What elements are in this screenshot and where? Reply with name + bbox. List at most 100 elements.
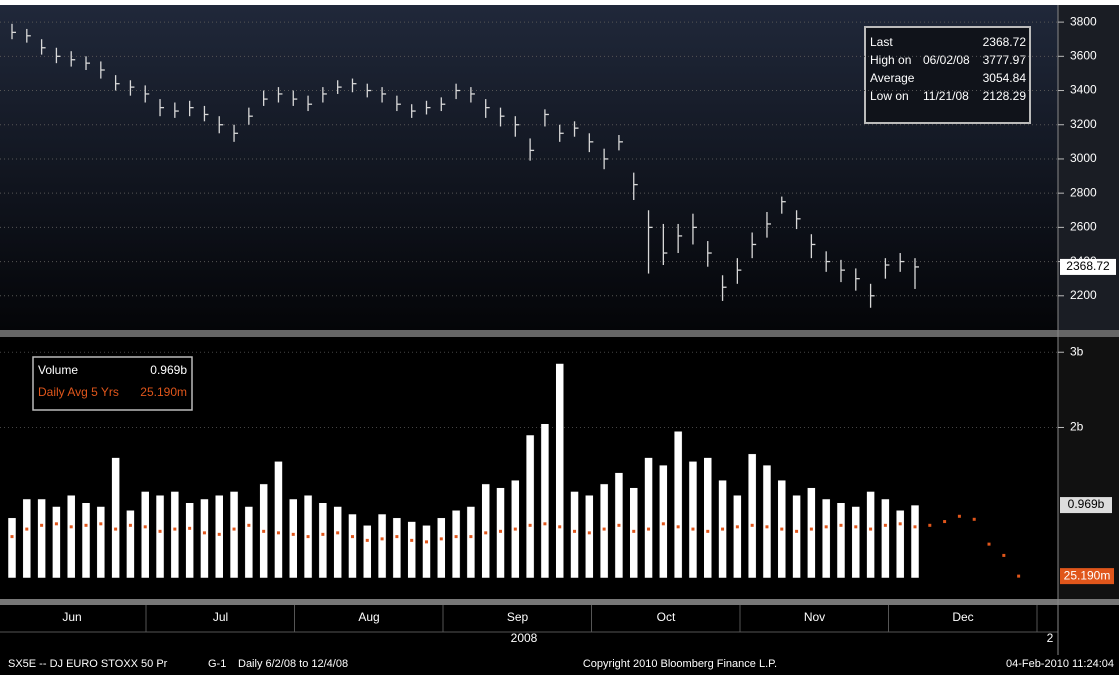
avg-dot [706, 529, 710, 533]
avg-dot [1002, 553, 1006, 557]
volume-bar [688, 461, 698, 579]
volume-bar [170, 491, 180, 579]
volume-bar [496, 487, 505, 579]
avg-dot [543, 522, 547, 526]
volume-bar [451, 510, 461, 579]
avg-dot [439, 537, 443, 541]
avg-dot [217, 532, 221, 536]
volume-bar [126, 510, 135, 579]
x-tick-label: Sep [507, 610, 529, 624]
last-volume-box [1060, 497, 1112, 514]
info-label: High on [870, 53, 911, 67]
volume-bar [762, 464, 772, 579]
avg-dot [54, 522, 58, 526]
volume-bar [185, 502, 194, 579]
volume-bar [540, 423, 550, 579]
avg-dot [780, 527, 784, 531]
avg-dot [276, 531, 280, 535]
avg-dot [291, 532, 295, 536]
avg-dot [232, 527, 236, 531]
avg-dot [676, 525, 680, 529]
footer-timestamp: 04-Feb-2010 11:24:04 [1006, 658, 1114, 670]
volume-bar [244, 506, 254, 579]
y-tick-label: 2b [1070, 420, 1084, 434]
avg-dot [750, 523, 754, 527]
avg-dot [114, 527, 118, 531]
volume-bar [659, 464, 668, 579]
avg-dot [987, 542, 991, 546]
volume-bar [792, 494, 801, 579]
volume-bar [437, 517, 446, 579]
volume-bar [318, 502, 328, 579]
volume-bar [96, 506, 106, 579]
volume-bar [200, 498, 209, 579]
avg-dot [957, 514, 961, 518]
avg-dot [306, 535, 310, 539]
volume-bar [333, 506, 342, 579]
avg-dot [587, 531, 591, 535]
volume-bar [807, 487, 816, 579]
footer-range: Daily 6/2/08 to 12/4/08 [238, 658, 348, 670]
avg-dot [25, 527, 29, 531]
volume-bar [22, 498, 32, 579]
last-avg-label: 25.190m [1064, 568, 1111, 582]
volume-bar [111, 457, 120, 579]
avg-dot [972, 517, 976, 521]
avg-dot [262, 529, 266, 533]
legend-value: 25.190m [140, 385, 187, 399]
avg-dot [484, 531, 488, 535]
volume-bar [910, 504, 920, 579]
avg-dot [528, 523, 532, 527]
last-volume-label: 0.969b [1068, 497, 1105, 511]
avg-dot [795, 529, 799, 533]
footer-gtype: G-1 [208, 658, 226, 670]
panel-divider [0, 330, 1119, 337]
avg-dot [188, 526, 192, 530]
volume-bar [673, 430, 683, 579]
year-label: 2008 [511, 631, 538, 645]
info-box: Last 2368.72 High on 06/02/08 3777.97 Average… [864, 26, 1031, 124]
volume-bar [629, 487, 638, 579]
avg-dot [661, 522, 665, 526]
volume-bar [525, 434, 535, 579]
y-tick-label: 3800 [1070, 14, 1097, 28]
avg-dot [469, 535, 473, 539]
x-tick-label: Jun [62, 610, 81, 624]
avg-dot [602, 527, 606, 531]
avg-dot [765, 525, 769, 529]
avg-dot [883, 523, 887, 527]
volume-bar [348, 513, 357, 579]
avg-dot [143, 525, 147, 529]
avg-dot [173, 527, 177, 531]
volume-axis-area [1058, 337, 1119, 599]
avg-dot [410, 538, 414, 542]
volume-bar [289, 498, 298, 579]
avg-dot [558, 525, 562, 529]
avg-dot [928, 523, 932, 527]
volume-bar [81, 502, 91, 579]
volume-bar [747, 453, 757, 579]
top-strip [0, 0, 1119, 5]
avg-dot [691, 527, 695, 531]
avg-dot [839, 523, 843, 527]
y-tick-label: 3000 [1070, 151, 1097, 165]
info-value: 2128.29 [983, 89, 1027, 103]
x-tick-label: Aug [358, 610, 379, 624]
y-tick-label: 3600 [1070, 48, 1097, 62]
avg-dot [99, 522, 103, 526]
volume-bar [644, 457, 653, 579]
volume-bar [703, 457, 713, 579]
last-avg-box [1060, 568, 1114, 585]
avg-dot [40, 523, 44, 527]
footer-ticker: SX5E -- DJ EURO STOXX 50 Pr [8, 658, 168, 670]
avg-dot [395, 535, 399, 539]
avg-dot [69, 525, 73, 529]
volume-bar [866, 491, 875, 579]
avg-dot [513, 527, 517, 531]
y-tick-label: 2800 [1070, 185, 1097, 199]
footer-copyright: Copyright 2010 Bloomberg Finance L.P. [583, 658, 777, 670]
info-label: Last [870, 35, 893, 49]
info-label: Average [870, 71, 915, 85]
avg-dot [10, 535, 14, 539]
